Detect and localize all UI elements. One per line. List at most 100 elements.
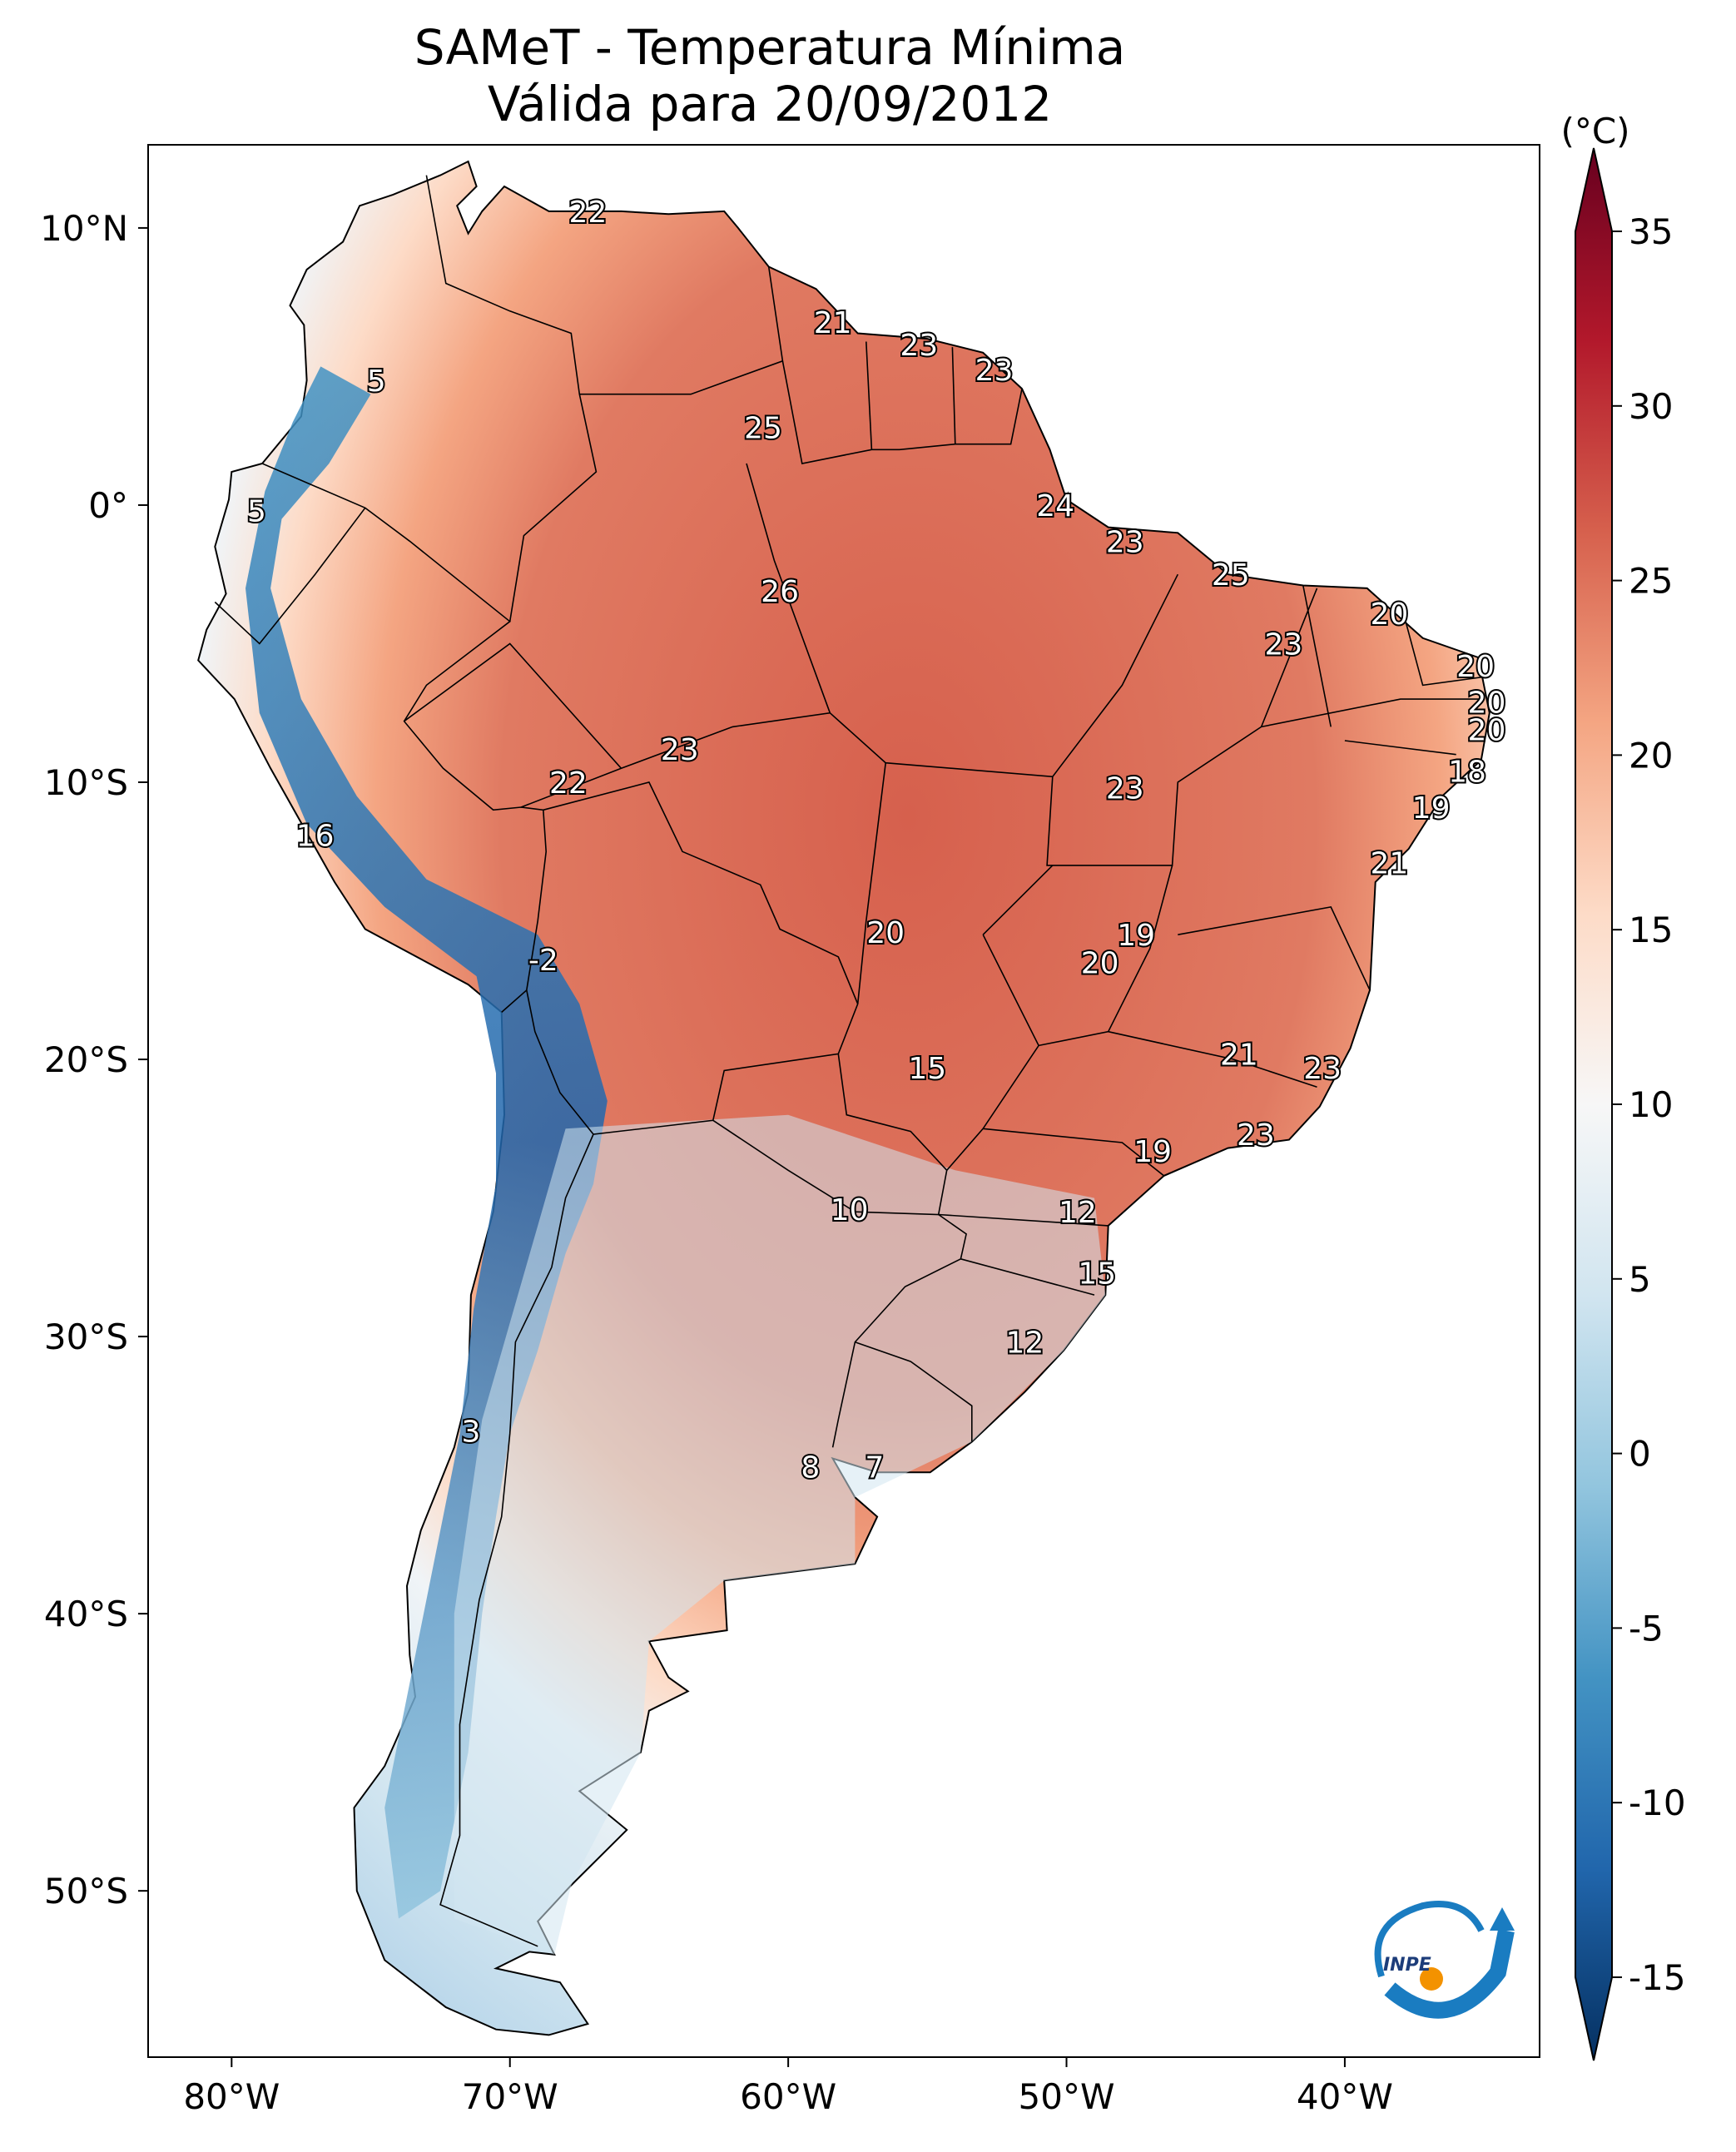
border-line: [579, 266, 784, 395]
station-value-label: 21: [1220, 1038, 1258, 1072]
andes-cold-band: [246, 366, 608, 1919]
lon-tick-label: 50°W: [1019, 2076, 1115, 2117]
station-value-label: 23: [1303, 1052, 1342, 1086]
station-value-label: 20: [866, 916, 905, 950]
colorbar-tick-label: -10: [1629, 1783, 1686, 1823]
logo-swoosh-upper: [1374, 1901, 1485, 1978]
station-value-label: 15: [908, 1052, 946, 1086]
station-value-label: 19: [1133, 1135, 1172, 1169]
station-value-label: 12: [1005, 1326, 1044, 1361]
border-line: [1344, 740, 1456, 756]
colorbar-tick-label: 0: [1629, 1434, 1651, 1475]
station-value-label: 5: [247, 495, 266, 529]
station-value-label: 21: [1371, 847, 1409, 881]
lon-tick-label: 40°W: [1297, 2076, 1393, 2117]
border-line: [982, 865, 1054, 935]
logo-arrow-icon: [1490, 1907, 1515, 1931]
border-line: [855, 1341, 973, 1442]
station-value-label: 12: [1059, 1196, 1097, 1230]
border-line: [439, 1133, 594, 1947]
station-value-label: 16: [296, 819, 335, 853]
lon-tick-label: 60°W: [740, 2076, 836, 2117]
lat-tick-label: 10°N: [40, 208, 128, 249]
colorbar-tick-label: 25: [1629, 561, 1673, 602]
country-borders: [214, 175, 1485, 1947]
border-line: [261, 463, 548, 1013]
border-line: [1046, 588, 1318, 866]
station-value-label: 26: [761, 575, 799, 609]
station-value-label: 25: [744, 412, 782, 446]
continent-layer: [197, 160, 1490, 2036]
colorbar-ticks: 35 30 25 20 15 10 5 0 -5 -10 -15: [1612, 211, 1686, 1998]
border-line: [983, 1128, 1165, 1177]
border-line: [404, 642, 622, 769]
station-value-label: 15: [1078, 1257, 1116, 1291]
station-value-label: 23: [1106, 772, 1144, 806]
lat-tick-label: 50°S: [44, 1871, 128, 1912]
colorbar-tick-label: 15: [1629, 910, 1673, 950]
station-value-label: 20: [1456, 650, 1495, 684]
colorbar-tick-label: 30: [1629, 386, 1673, 427]
station-value-label: 23: [1237, 1118, 1275, 1153]
border-line: [946, 934, 1040, 1171]
lat-tick-label: 10°S: [44, 762, 128, 803]
colorbar-unit-label: (°C): [1560, 111, 1629, 151]
southern-cone-cool-area: [454, 1114, 1106, 1955]
lon-tick-label: 70°W: [462, 2076, 558, 2117]
colorbar-tick-label: -5: [1629, 1608, 1664, 1649]
logo-swoosh-lower: [1384, 1929, 1515, 2019]
border-line: [1400, 602, 1485, 687]
border-line: [214, 507, 366, 645]
lat-tick-label: 30°S: [44, 1316, 128, 1357]
station-value-label: 7: [865, 1451, 884, 1485]
station-value-label: 5: [367, 364, 386, 399]
lat-tick-label: 0°: [88, 485, 128, 526]
station-value-label: 23: [900, 329, 938, 363]
border-line: [951, 347, 956, 444]
lon-tick-label: 80°W: [183, 2076, 280, 2117]
station-value-label: 23: [975, 354, 1014, 388]
station-value-label: 25: [1212, 558, 1250, 593]
station-value-label: 22: [568, 196, 607, 230]
border-line: [960, 1258, 1095, 1296]
border-line: [831, 1213, 967, 1448]
colorbar-tick-label: 5: [1629, 1259, 1651, 1300]
border-line: [746, 463, 831, 713]
station-value-label: 24: [1036, 489, 1074, 523]
colorbar-tick-label: -15: [1629, 1957, 1686, 1998]
station-value-label: 20: [1468, 714, 1506, 748]
colorbar: 35 30 25 20 15 10 5 0 -5 -10 -15 (°C): [1560, 111, 1686, 2061]
border-line: [520, 573, 1179, 808]
border-line: [1261, 698, 1485, 728]
station-value-label: 20: [1468, 686, 1506, 720]
longitude-axis: 80°W 70°W 60°W 50°W 40°W: [183, 2057, 1393, 2117]
lat-tick-label: 40°S: [44, 1594, 128, 1634]
colorbar-tick-label: 10: [1629, 1084, 1673, 1125]
station-value-label: 18: [1448, 756, 1486, 790]
station-value-label: 10: [831, 1193, 869, 1227]
border-line: [856, 762, 886, 1004]
border-line: [712, 1054, 948, 1216]
station-value-label: 22: [549, 766, 588, 801]
logo-dot-icon: [1420, 1967, 1443, 1991]
border-line: [1302, 585, 1332, 727]
station-value-label: 3: [461, 1415, 480, 1449]
border-line: [781, 360, 1023, 464]
station-value-label: 19: [1117, 919, 1155, 953]
colorbar-tick-label: 35: [1629, 211, 1673, 252]
station-value-label: 20: [1081, 946, 1119, 980]
station-value-label: 23: [661, 733, 699, 767]
colorbar-tick-label: 20: [1629, 735, 1673, 776]
latitude-axis: 10°N 0° 10°S 20°S 30°S 40°S 50°S: [40, 208, 148, 1912]
border-line: [938, 1213, 1109, 1227]
logo-text: INPE: [1383, 1955, 1431, 1976]
chart-subtitle: Válida para 20/09/2012: [487, 76, 1053, 132]
lat-tick-label: 20°S: [44, 1039, 128, 1080]
border-line: [1178, 906, 1371, 991]
inpe-logo: INPE: [1374, 1901, 1515, 2019]
station-value-label: -2: [528, 944, 558, 978]
chart-title: SAMeT - Temperatura Mínima: [414, 19, 1126, 76]
